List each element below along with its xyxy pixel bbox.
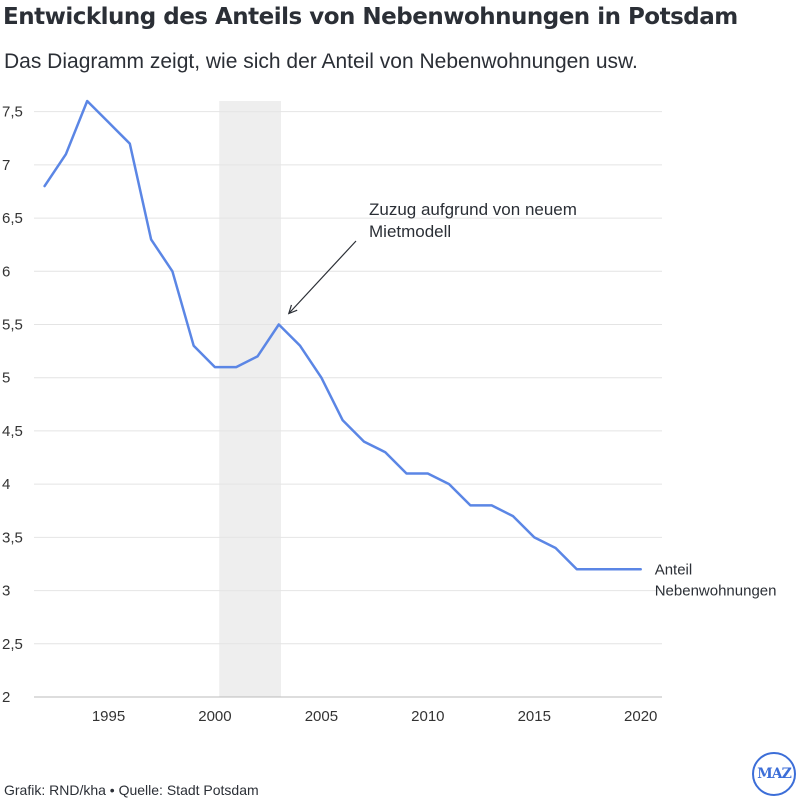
y-tick-label: 5 [2,370,10,387]
series-line [43,99,642,571]
y-tick-label: 6 [2,263,10,280]
x-tick-label: 2010 [411,708,444,725]
annotation-arrow-line [288,240,357,314]
y-tick-label: 7,5 [2,104,23,121]
highlight-band [219,101,281,697]
x-tick-label: 2005 [305,708,338,725]
y-tick-label: 7 [2,157,10,174]
series-label: Nebenwohnungen [655,582,777,599]
maz-logo: MAZ [752,752,796,796]
x-tick-label: 2020 [624,708,657,725]
annotation-text: Mietmodell [369,222,451,241]
chart-subtitle: Das Diagramm zeigt, wie sich der Anteil … [4,50,638,73]
x-tick-label: 2000 [198,708,231,725]
y-tick-label: 4 [2,476,10,493]
x-tick-label: 2015 [518,708,551,725]
y-tick-label: 2 [2,689,10,706]
annotation-text: Zuzug aufgrund von neuem [369,200,577,219]
y-tick-label: 3,5 [2,529,23,546]
y-tick-label: 6,5 [2,210,23,227]
series-label: Anteil [655,561,693,578]
y-tick-label: 3 [2,583,10,600]
x-tick-label: 1995 [92,708,125,725]
source-credit: Grafik: RND/kha • Quelle: Stadt Potsdam [4,782,259,798]
y-tick-label: 5,5 [2,317,23,334]
y-tick-label: 4,5 [2,423,23,440]
chart-title: Entwicklung des Anteils von Nebenwohnung… [3,4,738,30]
annotation-arrow-head [287,304,298,315]
y-tick-label: 2,5 [2,636,23,653]
